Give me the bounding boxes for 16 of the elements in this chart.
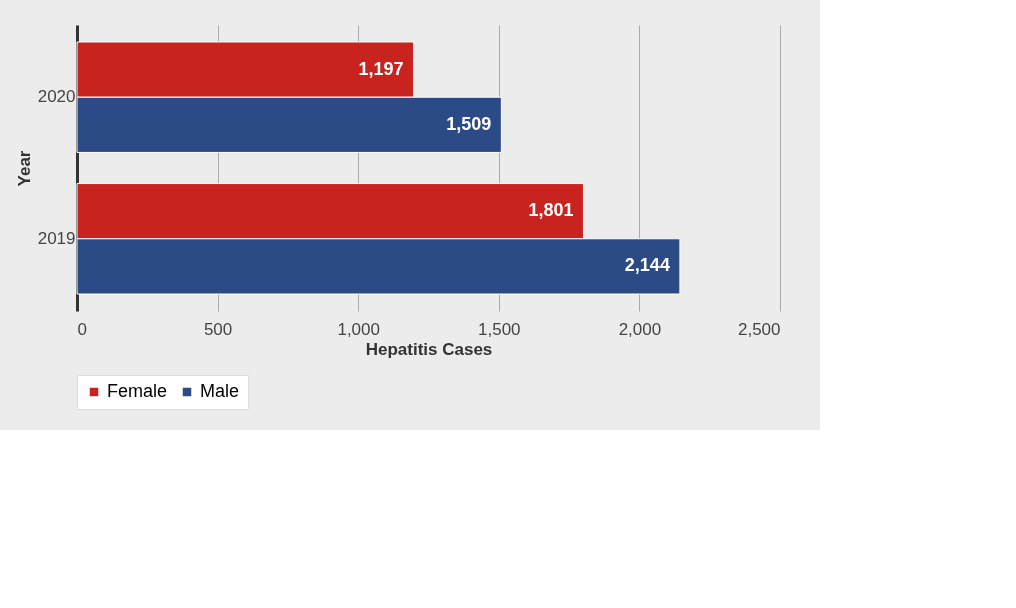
data-label: 1,509	[446, 113, 492, 134]
y-tick-label: 2019	[37, 228, 76, 248]
x-tick-label: 1,500	[478, 319, 521, 339]
legend-label: Female	[107, 381, 168, 401]
legend-label: Male	[200, 381, 240, 401]
x-tick-label: 2,500	[737, 319, 781, 339]
data-label: 1,197	[358, 58, 404, 79]
x-tick-label: 2,000	[618, 319, 662, 339]
data-label: 1,801	[528, 200, 574, 221]
y-tick-label: 2020	[37, 87, 76, 107]
x-tick-label: 500	[203, 319, 233, 339]
x-tick-label: 1,000	[337, 319, 380, 339]
y-axis-title: Year	[14, 150, 34, 187]
data-label: 2,144	[624, 255, 670, 276]
x-tick-label: 0	[77, 319, 87, 339]
x-axis-title: Hepatitis Cases	[365, 339, 493, 359]
